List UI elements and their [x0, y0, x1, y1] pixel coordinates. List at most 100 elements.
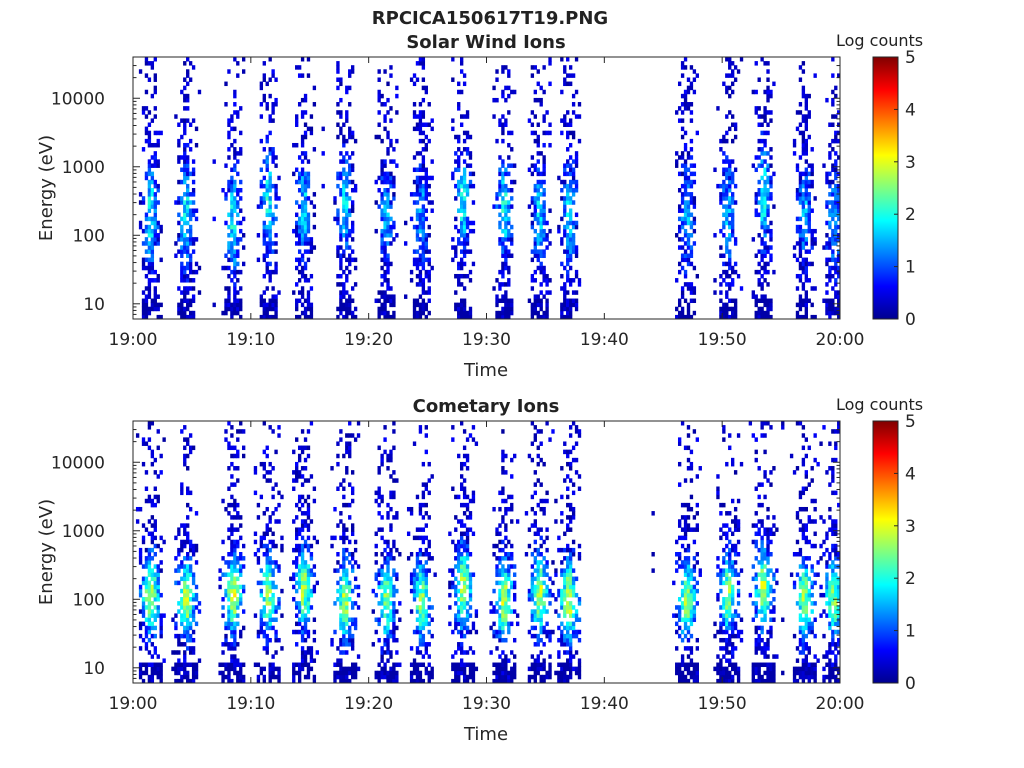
spectrogram-cell: [471, 200, 476, 205]
spectrogram-cell: [560, 216, 564, 222]
spectrogram-cell: [392, 613, 396, 618]
spectrogram-cell: [274, 617, 278, 622]
spectrogram-cell: [533, 302, 537, 308]
spectrogram-cell: [300, 290, 305, 295]
spectrogram-cell: [430, 118, 434, 123]
spectrogram-cell: [471, 261, 476, 267]
spectrogram-cell: [454, 253, 458, 258]
spectrogram-cell: [277, 670, 281, 676]
spectrogram-cell: [188, 237, 193, 242]
spectrogram-cell: [309, 519, 314, 524]
spectrogram-cell: [386, 670, 390, 676]
spectrogram-cell: [144, 249, 149, 254]
spectrogram-cell: [259, 294, 264, 299]
spectrogram-cell: [374, 629, 378, 635]
spectrogram-cell: [719, 138, 723, 144]
spectrogram-cell: [731, 69, 735, 74]
spectrogram-cell: [224, 637, 228, 643]
spectrogram-cell: [183, 584, 187, 590]
spectrogram-cell: [686, 310, 691, 316]
spectrogram-cell: [418, 192, 423, 197]
spectrogram-cell: [409, 674, 414, 680]
spectrogram-cell: [224, 666, 228, 672]
spectrogram-cell: [424, 609, 428, 614]
spectrogram-cell: [230, 523, 234, 528]
spectrogram-cell: [262, 511, 266, 516]
spectrogram-cell: [501, 89, 505, 95]
spectrogram-cell: [457, 646, 461, 651]
spectrogram-cell: [230, 249, 234, 254]
spectrogram-cell: [504, 253, 508, 258]
spectrogram-cell: [798, 171, 803, 177]
spectrogram-cell: [271, 269, 275, 275]
spectrogram-cell: [180, 576, 184, 582]
spectrogram-cell: [239, 674, 243, 680]
spectrogram-cell: [566, 183, 570, 189]
spectrogram-cell: [312, 85, 317, 91]
spectrogram-cell: [392, 556, 396, 561]
spectrogram-cell: [306, 605, 311, 610]
spectrogram-cell: [389, 314, 393, 320]
spectrogram-cell: [451, 126, 455, 132]
spectrogram-cell: [392, 539, 396, 545]
spectrogram-cell: [560, 310, 564, 316]
spectrogram-cell: [468, 552, 473, 557]
spectrogram-cell: [380, 208, 384, 213]
spectrogram-cell: [230, 208, 234, 213]
spectrogram-cell: [356, 605, 361, 610]
spectrogram-cell: [566, 212, 570, 218]
spectrogram-cell: [268, 196, 272, 201]
spectrogram-cell: [159, 547, 163, 553]
spectrogram-cell: [386, 584, 390, 590]
spectrogram-cell: [392, 445, 396, 451]
spectrogram-cell: [465, 163, 470, 168]
spectrogram-cell: [183, 453, 187, 459]
spectrogram-cell: [386, 556, 390, 561]
spectrogram-cell: [725, 204, 729, 209]
spectrogram-cell: [801, 241, 806, 246]
spectrogram-cell: [548, 290, 552, 295]
spectrogram-cell: [801, 200, 806, 205]
spectrogram-cell: [571, 102, 576, 107]
spectrogram-cell: [271, 486, 275, 491]
spectrogram-cell: [412, 314, 417, 320]
spectrogram-cell: [345, 449, 349, 455]
spectrogram-cell: [451, 237, 455, 242]
spectrogram-cell: [728, 257, 732, 263]
spectrogram-cell: [309, 552, 314, 557]
spectrogram-cell: [227, 441, 231, 446]
spectrogram-cell: [465, 147, 470, 152]
spectrogram-cell: [371, 609, 375, 614]
spectrogram-cell: [571, 237, 576, 242]
spectrogram-cell: [177, 302, 181, 308]
spectrogram-cell: [350, 642, 355, 647]
spectrogram-cell: [183, 556, 187, 561]
spectrogram-cell: [504, 233, 508, 238]
spectrogram-cell: [725, 245, 729, 250]
spectrogram-cell: [186, 167, 190, 173]
spectrogram-cell: [760, 273, 764, 279]
spectrogram-cell: [504, 580, 508, 586]
spectrogram-cell: [342, 134, 346, 140]
spectrogram-cell: [415, 126, 420, 132]
spectrogram-cell: [191, 597, 196, 602]
spectrogram-cell: [271, 314, 275, 320]
spectrogram-cell: [398, 601, 402, 606]
spectrogram-cell: [675, 278, 679, 283]
spectrogram-cell: [156, 662, 160, 668]
spectrogram-cell: [147, 233, 152, 238]
spectrogram-cell: [504, 613, 508, 618]
spectrogram-cell: [728, 188, 732, 193]
spectrogram-cell: [386, 110, 390, 115]
spectrogram-cell: [268, 241, 272, 246]
spectrogram-cell: [424, 122, 428, 127]
spectrogram-cell: [504, 523, 508, 528]
spectrogram-cell: [465, 601, 470, 606]
spectrogram-cell: [336, 171, 340, 177]
spectrogram-cell: [380, 294, 384, 299]
spectrogram-cell: [186, 568, 190, 573]
spectrogram-cell: [141, 290, 146, 295]
spectrogram-cell: [510, 237, 514, 242]
spectrogram-cell: [227, 564, 231, 569]
spectrogram-cell: [156, 609, 160, 614]
